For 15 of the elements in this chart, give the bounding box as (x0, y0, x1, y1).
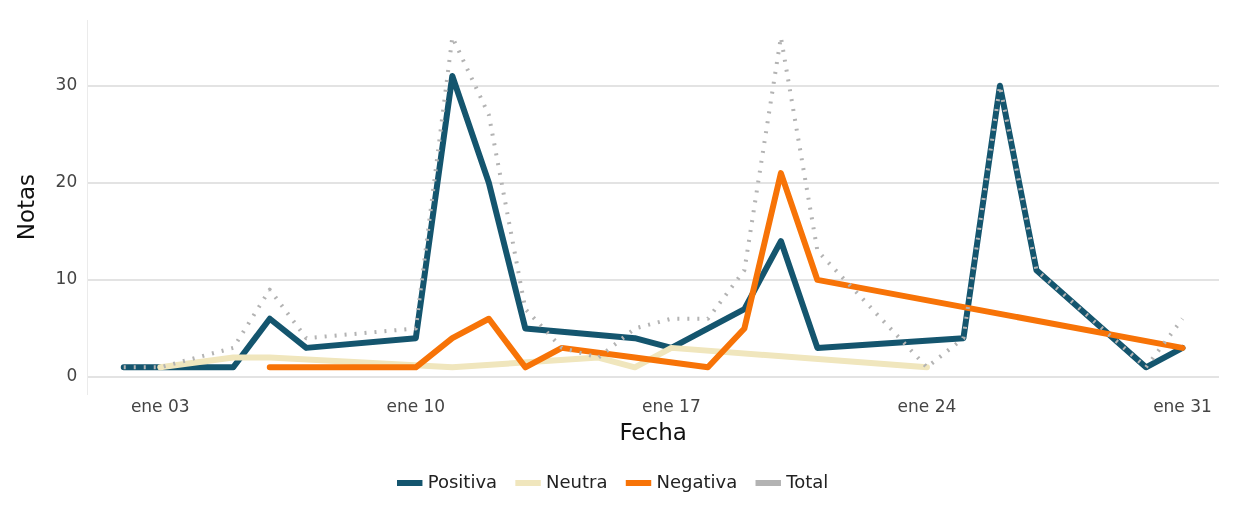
x-tick-label: ene 24 (897, 395, 957, 416)
legend-label: Negativa (656, 470, 738, 492)
legend-label: Positiva (427, 470, 498, 492)
x-tick-label: ene 03 (130, 395, 190, 416)
y-tick-label: 20 (55, 171, 78, 192)
x-axis-title: Fecha (619, 419, 687, 446)
y-axis-title: Notas (12, 173, 39, 241)
x-tick-label: ene 17 (642, 395, 701, 416)
y-tick-label: 10 (55, 268, 78, 289)
x-tick-label: ene 31 (1153, 395, 1212, 416)
y-tick-label: 30 (55, 74, 78, 95)
legend-label: Total (785, 470, 829, 492)
x-tick-label: ene 10 (386, 395, 446, 416)
legend-label: Neutra (546, 470, 608, 492)
y-tick-label: 0 (66, 365, 78, 386)
